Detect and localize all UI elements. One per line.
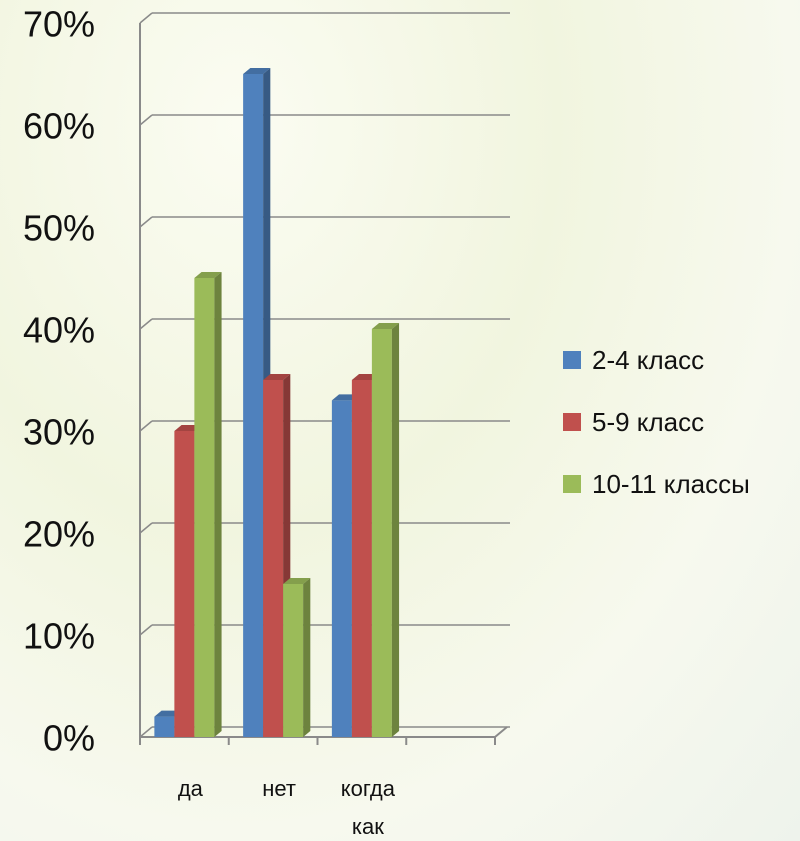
legend-label: 5-9 класс — [592, 407, 704, 437]
bar-front — [154, 716, 175, 737]
grid-wall — [139, 420, 153, 432]
grid-wall — [139, 522, 153, 534]
x-axis-depth — [494, 726, 508, 738]
x-tick-label: нет — [262, 776, 296, 801]
legend-swatch — [563, 475, 581, 493]
legend-swatch — [563, 351, 581, 369]
bar — [371, 323, 400, 737]
bar-front — [351, 380, 372, 737]
y-tick-label: 10% — [23, 616, 95, 657]
bar-front — [331, 400, 352, 737]
bar — [283, 578, 311, 737]
y-tick-label: 20% — [23, 514, 95, 555]
grid-wall — [139, 12, 153, 24]
bar-front — [243, 74, 264, 737]
bar-top — [243, 68, 271, 74]
y-tick-label: 30% — [23, 412, 95, 453]
bar-top — [263, 374, 291, 380]
bar-side — [303, 578, 311, 737]
bar-front — [194, 278, 215, 737]
bar-front — [283, 584, 304, 737]
y-tick-label: 70% — [23, 4, 95, 45]
bar-side — [214, 272, 222, 737]
y-tick-label: 0% — [43, 718, 95, 759]
x-tick-label: когда как — [340, 776, 395, 839]
bar-top — [283, 578, 311, 584]
y-tick-label: 60% — [23, 106, 95, 147]
legend-swatch — [563, 413, 581, 431]
bar-side — [391, 323, 400, 737]
bar-top — [371, 323, 400, 329]
bar-front — [174, 431, 195, 737]
y-tick-label: 40% — [23, 310, 95, 351]
y-tick-label: 50% — [23, 208, 95, 249]
bar-top — [194, 272, 222, 278]
bar-front — [371, 329, 392, 737]
grid-wall — [139, 318, 153, 330]
bar-front — [263, 380, 284, 737]
bar — [194, 272, 222, 737]
grid-wall — [139, 114, 153, 126]
grid-wall — [139, 216, 153, 228]
grid-wall — [139, 624, 153, 636]
x-tick-label: да — [177, 776, 203, 801]
legend-label: 2-4 класс — [592, 345, 704, 375]
grid-wall — [139, 726, 153, 738]
legend-label: 10-11 классы — [592, 469, 750, 499]
